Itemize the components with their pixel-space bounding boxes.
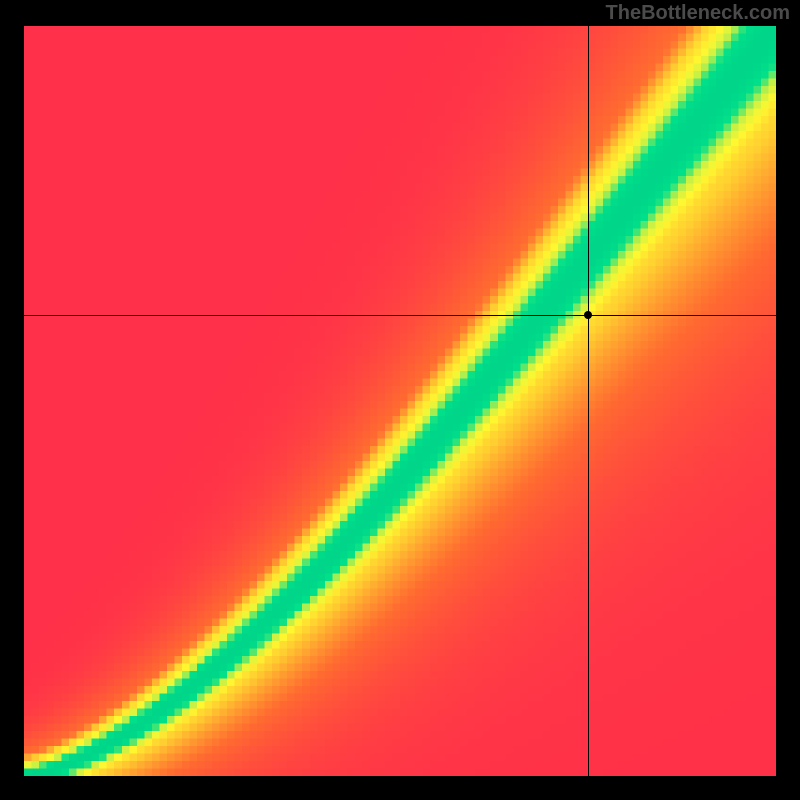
heatmap-plot-area [24,26,776,776]
watermark-text: TheBottleneck.com [606,2,790,25]
crosshair-vertical-line [588,26,589,776]
crosshair-marker [584,311,592,319]
crosshair-horizontal-line [24,315,776,316]
heatmap-canvas [24,26,776,776]
